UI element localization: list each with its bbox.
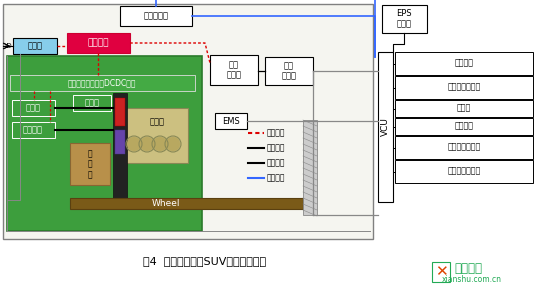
Text: 减速箱: 减速箱 — [85, 99, 100, 108]
Bar — [395, 100, 533, 117]
Text: 组合仪表: 组合仪表 — [454, 59, 473, 67]
Bar — [120, 6, 192, 26]
Bar — [382, 5, 427, 33]
Bar — [3, 4, 373, 239]
Bar — [210, 55, 258, 85]
Text: 压缩机: 压缩机 — [226, 70, 241, 80]
Text: 制动踏板传感器: 制动踏板传感器 — [447, 143, 481, 151]
Bar — [73, 95, 111, 111]
Text: 空调: 空调 — [284, 61, 294, 70]
Bar — [395, 76, 533, 99]
Bar — [113, 93, 127, 208]
Text: 双电机控制器集成DCDC总成: 双电机控制器集成DCDC总成 — [68, 78, 136, 88]
Text: 控制器: 控制器 — [281, 72, 296, 80]
Text: ✕: ✕ — [434, 265, 447, 279]
Bar — [378, 52, 393, 202]
Bar — [10, 75, 195, 91]
Bar — [303, 120, 317, 215]
Text: 发动机: 发动机 — [149, 118, 164, 127]
Text: 机械连接: 机械连接 — [267, 143, 286, 152]
Circle shape — [140, 137, 154, 151]
Bar — [395, 52, 533, 75]
Text: EMS: EMS — [222, 116, 240, 126]
Text: 驱动电机: 驱动电机 — [23, 126, 43, 135]
Bar — [67, 33, 130, 53]
Text: 图4  东风某插电式SUV电气连接方案: 图4 东风某插电式SUV电气连接方案 — [143, 256, 267, 266]
Text: EPS: EPS — [396, 10, 412, 18]
Bar — [265, 57, 313, 85]
Text: 线束未来: 线束未来 — [454, 261, 482, 274]
Text: 信号连接: 信号连接 — [267, 159, 286, 168]
Bar — [115, 130, 125, 154]
Bar — [7, 56, 202, 231]
Text: VCU: VCU — [381, 118, 390, 136]
Text: 差
速
器: 差 速 器 — [88, 149, 92, 179]
Bar — [70, 198, 303, 209]
Circle shape — [153, 137, 167, 151]
Text: 加速踏板传感器: 加速踏板传感器 — [447, 167, 481, 176]
Bar — [12, 100, 55, 116]
Bar — [395, 136, 533, 159]
Text: xianshu.com.cn: xianshu.com.cn — [442, 276, 502, 285]
Text: 控制器: 控制器 — [397, 20, 411, 29]
Text: 动力电池: 动力电池 — [87, 39, 109, 48]
Text: 换挡器: 换挡器 — [457, 103, 471, 113]
Text: 工作模式选择开: 工作模式选择开 — [447, 83, 481, 91]
Bar — [126, 108, 188, 163]
Text: 充电机: 充电机 — [27, 42, 43, 50]
Bar — [395, 160, 533, 183]
Text: 其他信号: 其他信号 — [454, 121, 473, 130]
Circle shape — [127, 137, 141, 151]
Text: 冷却管路: 冷却管路 — [267, 173, 286, 182]
Text: Wheel: Wheel — [152, 198, 180, 208]
Bar — [12, 122, 55, 138]
Bar — [395, 118, 533, 135]
Bar — [432, 262, 450, 282]
Bar — [115, 98, 125, 126]
Bar — [13, 38, 57, 54]
Text: 发电机: 发电机 — [25, 103, 40, 113]
Text: 高压连接: 高压连接 — [267, 129, 286, 138]
Text: 电池冷却系: 电池冷却系 — [143, 12, 169, 20]
Bar — [70, 143, 110, 185]
Text: :D: :D — [4, 43, 12, 49]
Bar — [215, 113, 247, 129]
Circle shape — [166, 137, 180, 151]
Text: 空调: 空调 — [229, 61, 239, 69]
